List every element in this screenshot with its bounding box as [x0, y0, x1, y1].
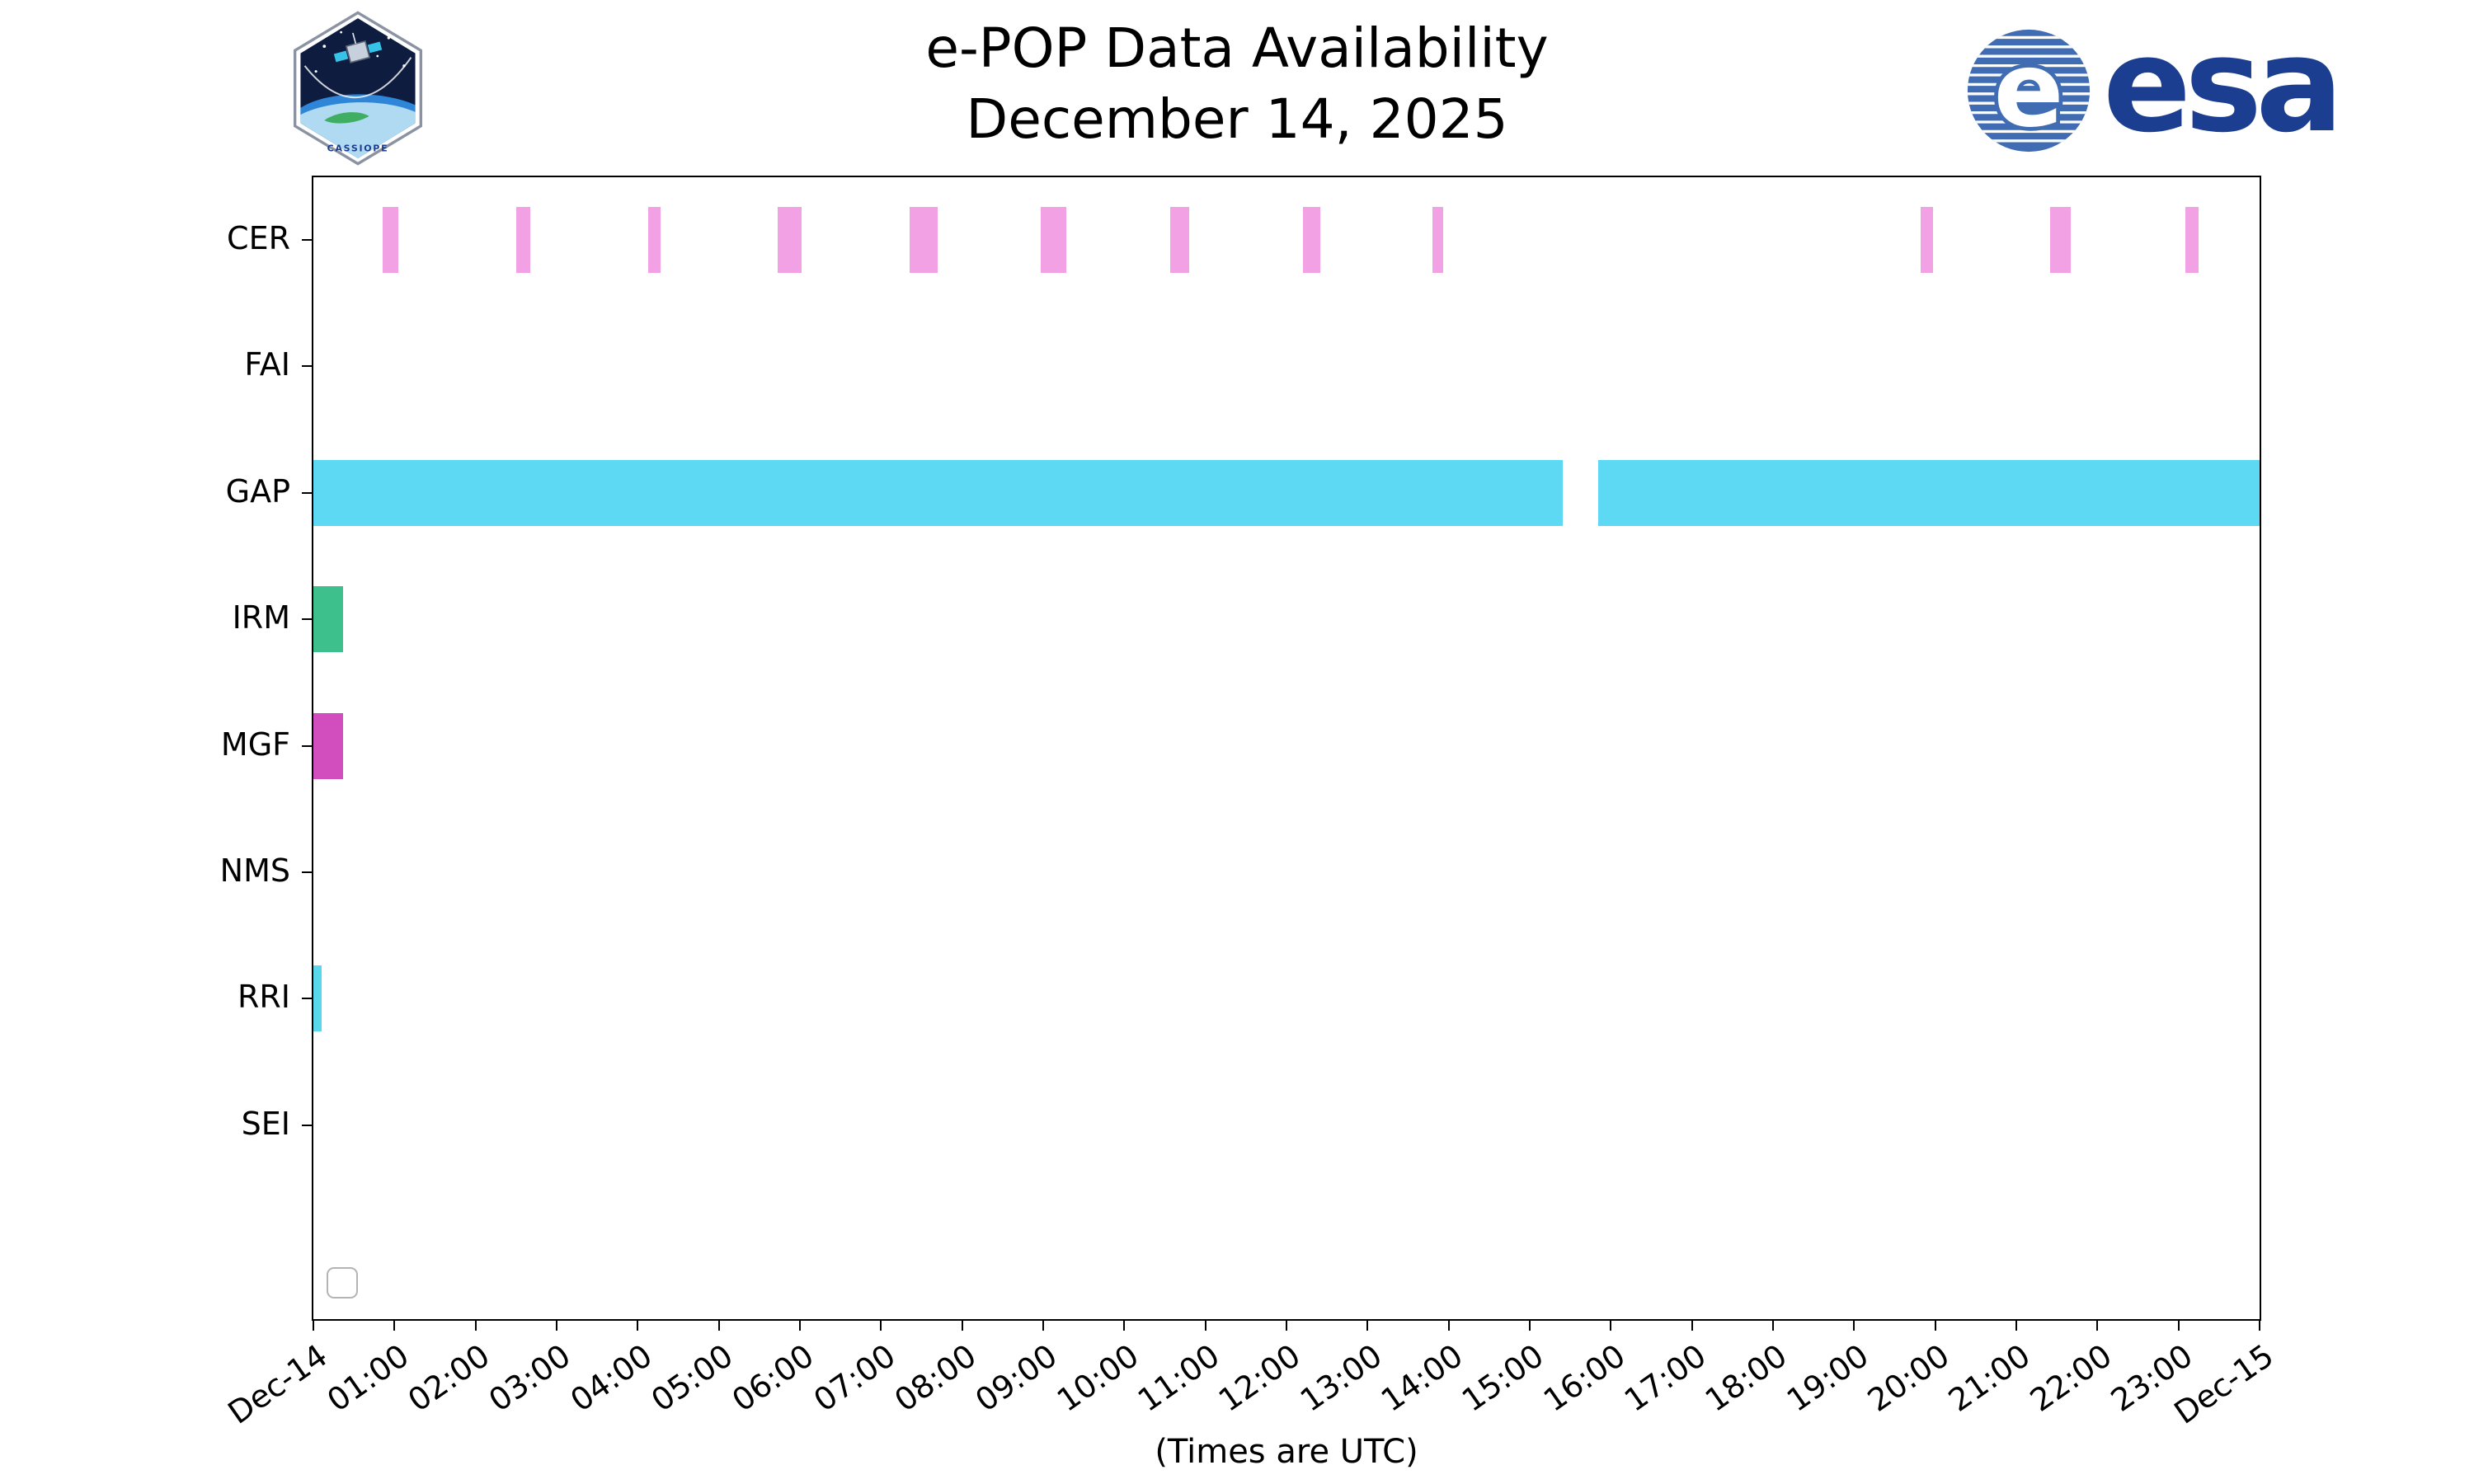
y-tick [302, 239, 312, 241]
bar-cer-5 [1041, 207, 1066, 273]
esa-globe-e: e [1993, 30, 2063, 150]
x-tick-label: 12:00 [1212, 1337, 1308, 1419]
y-tick [302, 871, 312, 873]
x-tick-label: 05:00 [644, 1337, 740, 1419]
x-tick-label: 02:00 [401, 1337, 496, 1419]
x-tick [717, 1321, 720, 1331]
x-tick [1529, 1321, 1531, 1331]
x-tick [2015, 1321, 2017, 1331]
x-tick-label: 21:00 [1942, 1337, 2038, 1419]
x-tick-label: 07:00 [807, 1337, 902, 1419]
y-tick [302, 744, 312, 747]
x-tick-label: 06:00 [726, 1337, 821, 1419]
bar-cer-2 [648, 207, 661, 273]
x-tick-label: 08:00 [887, 1337, 983, 1419]
y-tick-label-mgf: MGF [220, 726, 290, 763]
bar-mgf-0 [313, 712, 344, 779]
x-tick-label: 19:00 [1780, 1337, 1875, 1419]
x-tick [1042, 1321, 1044, 1331]
bar-gap-1 [1597, 459, 2260, 526]
x-tick-label: 16:00 [1536, 1337, 1632, 1419]
x-tick-label: 04:00 [563, 1337, 659, 1419]
x-tick-label: 09:00 [969, 1337, 1065, 1419]
bar-cer-7 [1302, 207, 1321, 273]
x-tick-label: 01:00 [320, 1337, 416, 1419]
y-tick [302, 1124, 312, 1126]
y-tick-label-sei: SEI [241, 1106, 290, 1143]
x-axis-caption: (Times are UTC) [1155, 1433, 1418, 1471]
bar-cer-1 [515, 207, 530, 273]
bar-irm-0 [313, 586, 344, 653]
y-tick-label-fai: FAI [244, 346, 290, 383]
chart-subtitle: December 14, 2025 [966, 87, 1508, 151]
bar-cer-0 [382, 207, 399, 273]
x-tick-label: Dec-14 [221, 1337, 335, 1431]
x-tick [393, 1321, 396, 1331]
x-tick [1447, 1321, 1450, 1331]
x-tick [1286, 1321, 1287, 1331]
x-tick [2259, 1321, 2260, 1331]
x-tick [313, 1321, 314, 1331]
x-tick-label: 03:00 [482, 1337, 578, 1419]
esa-wordmark: esa [2103, 10, 2344, 162]
x-tick [1204, 1321, 1206, 1331]
x-tick [1772, 1321, 1774, 1331]
y-tick [302, 998, 312, 1000]
cassiope-label: CASSIOPE [327, 143, 389, 153]
chart-title-block: e-POP Data Availability December 14, 202… [0, 13, 2474, 155]
x-tick [556, 1321, 557, 1331]
y-tick-label-gap: GAP [225, 473, 290, 510]
x-tick-label: 18:00 [1699, 1337, 1794, 1419]
cassiope-patch-icon: CASSIOPE [293, 11, 423, 166]
bar-cer-6 [1170, 207, 1189, 273]
x-tick [880, 1321, 882, 1331]
bar-cer-11 [2185, 207, 2199, 273]
plot-area [312, 176, 2261, 1321]
y-tick [302, 618, 312, 621]
bar-gap-0 [313, 459, 1564, 526]
y-tick-label-rri: RRI [237, 979, 290, 1016]
x-tick-label: 10:00 [1050, 1337, 1145, 1419]
y-tick-label-nms: NMS [219, 852, 290, 890]
x-tick-label: 15:00 [1456, 1337, 1551, 1419]
x-tick [2096, 1321, 2099, 1331]
bar-cer-8 [1432, 207, 1443, 273]
x-tick [961, 1321, 963, 1331]
bar-cer-9 [1920, 207, 1933, 273]
esa-globe-icon: e [1967, 28, 2091, 153]
x-tick-label: Dec-15 [2167, 1337, 2281, 1431]
bar-cer-10 [2050, 207, 2071, 273]
y-tick [302, 365, 312, 368]
x-tick [1853, 1321, 1856, 1331]
x-tick [637, 1321, 639, 1331]
y-tick [302, 491, 312, 494]
bar-cer-3 [778, 207, 802, 273]
chart-title: e-POP Data Availability [925, 16, 1549, 80]
x-tick-label: 11:00 [1131, 1337, 1226, 1419]
y-tick-label-irm: IRM [232, 599, 290, 636]
x-tick [1691, 1321, 1693, 1331]
empty-legend-box [327, 1267, 358, 1298]
x-tick-label: 22:00 [2023, 1337, 2119, 1419]
y-tick-label-cer: CER [227, 220, 290, 257]
x-tick-label: 20:00 [1860, 1337, 1956, 1419]
x-tick-label: 23:00 [2104, 1337, 2199, 1419]
x-tick-label: 14:00 [1374, 1337, 1470, 1419]
x-tick [2177, 1321, 2180, 1331]
x-tick-label: 13:00 [1293, 1337, 1389, 1419]
esa-logo: e esa [1966, 21, 2344, 155]
x-tick [1123, 1321, 1126, 1331]
cassiope-mission-patch: CASSIOPE [287, 10, 429, 167]
x-tick [1934, 1321, 1936, 1331]
x-tick [799, 1321, 801, 1331]
x-tick [1610, 1321, 1612, 1331]
bar-cer-4 [909, 207, 938, 273]
x-tick [1366, 1321, 1369, 1331]
satellite-icon [333, 32, 383, 63]
bar-rri-0 [313, 965, 322, 1032]
x-tick-label: 17:00 [1617, 1337, 1713, 1419]
x-tick [474, 1321, 477, 1331]
